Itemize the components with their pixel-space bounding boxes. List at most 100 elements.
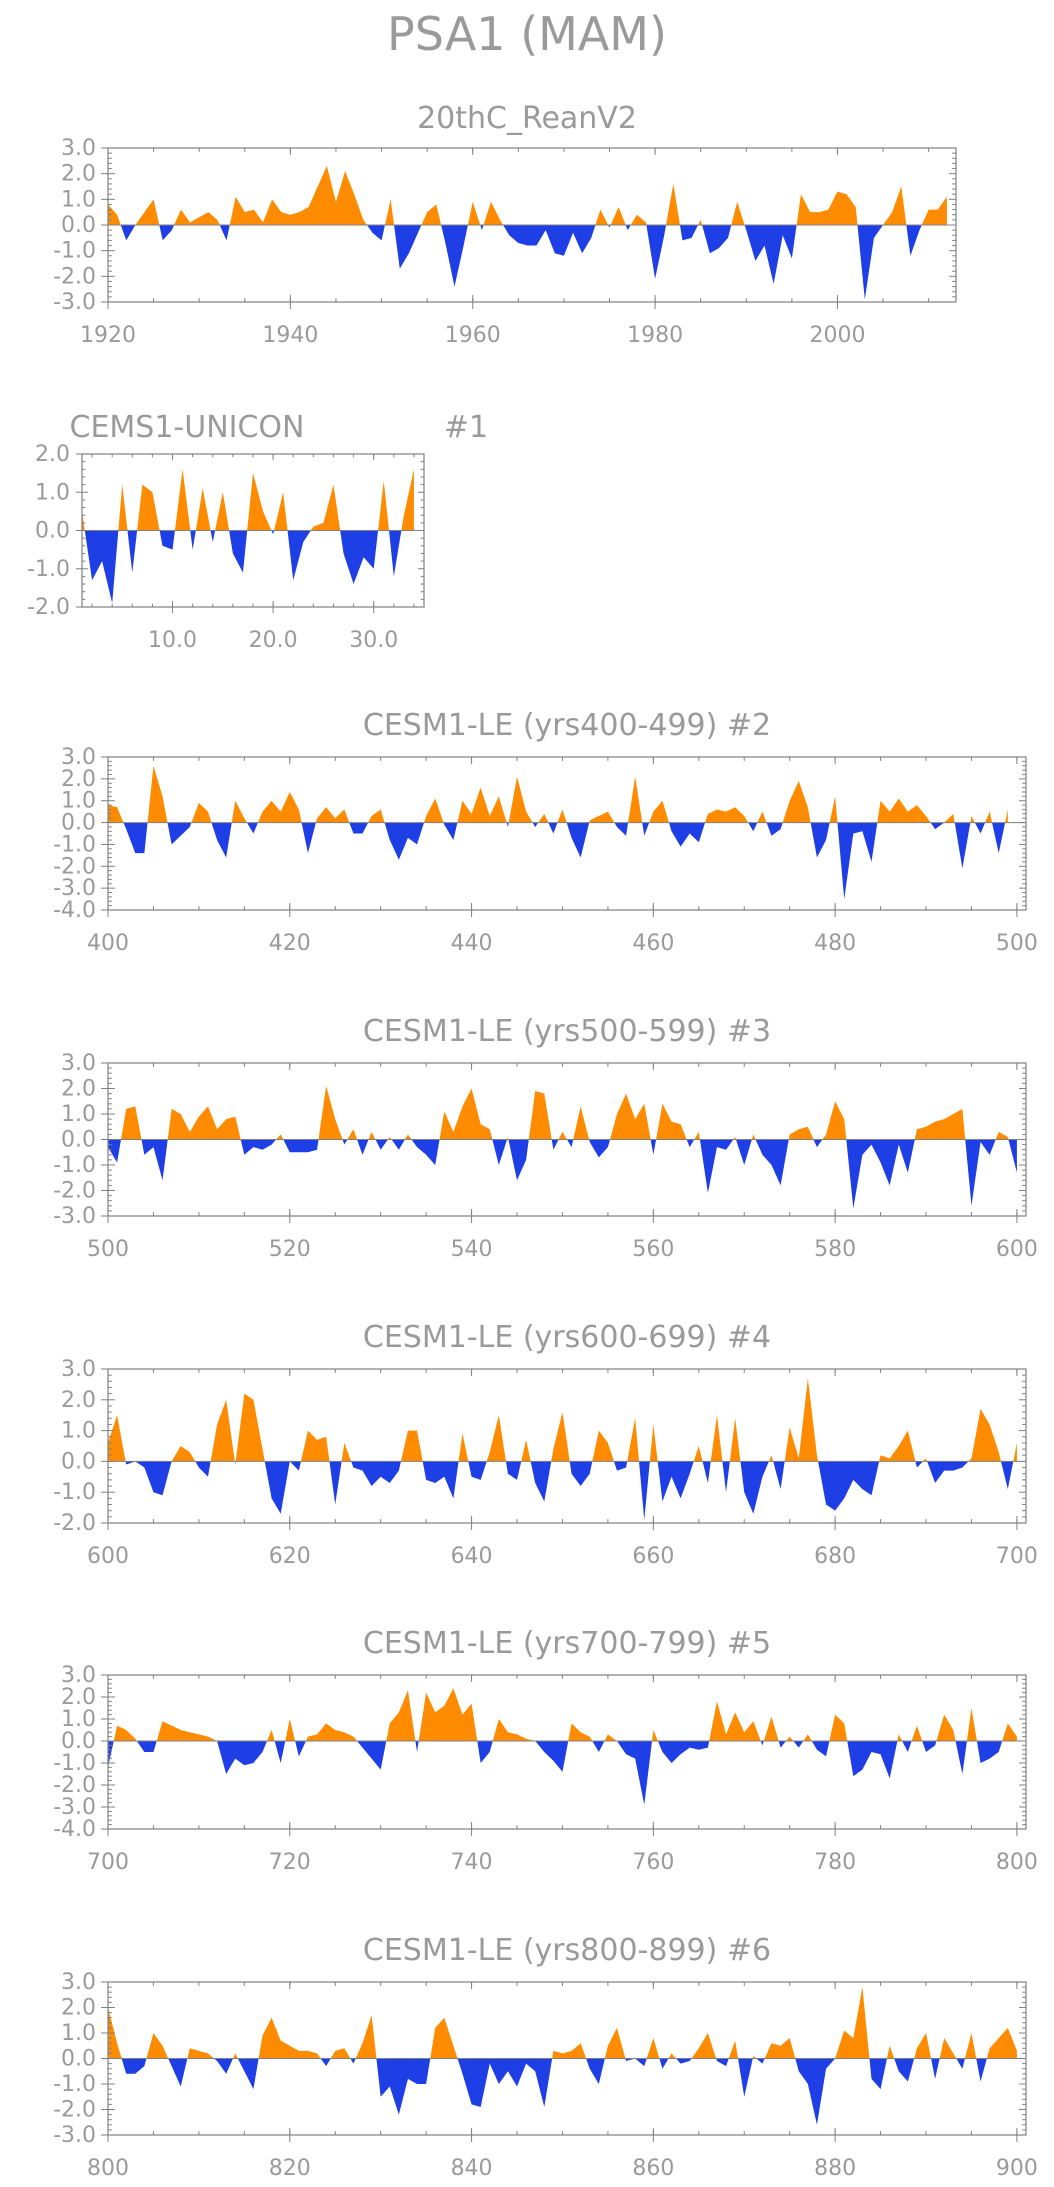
panel-title: 20thC_ReanV2 [417,101,637,136]
y-tick-label: 1.0 [61,1419,96,1444]
panel-3: CESM1-LE (yrs400-499) #2 3.02.01.00.0-1.0… [53,708,1038,956]
y-tick-label: -3.0 [53,1795,96,1820]
negative-anomaly-area [82,530,414,604]
series-areas [82,469,414,604]
x-tick-label: 600 [87,1544,129,1569]
panel-title: CESM1-LE (yrs800-899) #6 [363,1933,771,1968]
x-tick-label: 880 [814,2156,856,2181]
panel-5: CESM1-LE (yrs600-699) #4 3.0 2.0 1.0 0.0 -1.0… [53,1320,1038,1569]
x-tick-label: 20.0 [249,628,298,653]
x-tick-label: 400 [87,931,129,956]
y-tick-label: 2.0 [35,442,70,467]
y-tick-label: -1.0 [53,2072,96,2097]
y-tick-label: 0.0 [61,1128,96,1153]
y-tick-label: 3.0 [61,136,96,161]
y-tick-label: -3.0 [53,876,96,901]
y-tick-label: 0.0 [35,519,70,544]
x-tick-label: 500 [87,1237,129,1262]
x-tick-label: 420 [269,931,311,956]
y-tick-label: -3.0 [53,1204,96,1229]
x-tick-label: 580 [814,1237,856,1262]
y-tick-label: 0.0 [61,213,96,238]
y-tick-label: 0.0 [61,811,96,836]
x-tick-label: 520 [269,1237,311,1262]
y-tick-label: 1.0 [61,1102,96,1127]
x-tick-label: 440 [451,931,493,956]
y-tick-label: -1.0 [27,557,70,582]
y-tick-label: -1.0 [53,1480,96,1505]
y-tick-label: 1.0 [61,789,96,814]
y-tick-label: 1.0 [61,187,96,212]
x-tick-label: 500 [996,931,1038,956]
y-tick-label: -3.0 [53,2123,96,2148]
y-tick-label: -2.0 [53,264,96,289]
negative-anomaly-area [108,1741,1017,1805]
y-tick-label: -2.0 [53,854,96,879]
x-tick-label: 480 [814,931,856,956]
x-tick-label: 700 [996,1544,1038,1569]
y-tick-label: -2.0 [53,2098,96,2123]
y-tick-label: -3.0 [53,290,96,315]
negative-anomaly-area [123,822,1006,900]
y-tick-label: -4.0 [53,898,96,923]
y-tick-label: 0.0 [61,2047,96,2072]
y-tick-label: 1.0 [35,480,70,505]
positive-anomaly-area [108,1085,1017,1140]
positive-anomaly-area [108,1987,1017,2059]
y-tick-label: 0.0 [61,1449,96,1474]
x-tick-label: 30.0 [349,628,398,653]
x-tick-label: 820 [269,2156,311,2181]
x-tick-label: 640 [451,1544,493,1569]
x-tick-label: 680 [814,1544,856,1569]
y-tick-label: -1.0 [53,239,96,264]
plot-frame [107,1674,1027,1830]
x-tick-label: 560 [632,1237,674,1262]
x-tick-label: 10.0 [148,628,197,653]
x-tick-label: 1980 [627,323,683,348]
panel-title: CESM1-LE (yrs600-699) #4 [363,1320,771,1355]
y-tick-label: 1.0 [61,2021,96,2046]
x-tick-label: 700 [87,1850,129,1875]
x-tick-label: 620 [269,1544,311,1569]
panel-6: CESM1-LE (yrs700-799) #5 3.02.01.00.0-1.0… [53,1626,1038,1875]
panel-2: CEMS1-UNICON #1 2.0 1.0 0.0 -1.0 -2.0 10.0 20.0 3… [27,410,488,653]
y-tick-label: 2.0 [61,1685,96,1710]
y-tick-label: -1.0 [53,832,96,857]
member-label: #1 [444,410,488,445]
x-tick-label: 460 [632,931,674,956]
x-tick-label: 1920 [80,323,136,348]
y-tick-label: 3.0 [61,745,96,770]
y-tick-label: 3.0 [61,1357,96,1382]
y-tick-label: 1.0 [61,1707,96,1732]
negative-anomaly-area [108,225,947,300]
x-tick-label: 800 [996,1850,1038,1875]
series-areas [108,765,1008,900]
positive-anomaly-area [82,469,414,531]
plot-frame [107,756,1027,911]
y-tick-label: 2.0 [61,162,96,187]
x-tick-label: 900 [996,2156,1038,2181]
y-tick-label: 2.0 [61,767,96,792]
y-tick-label: -2.0 [53,1773,96,1798]
x-tick-label: 780 [814,1850,856,1875]
panel-7: CESM1-LE (yrs800-899) #6 3.02.01.00.0-1.0… [53,1933,1038,2181]
panel-4: CESM1-LE (yrs500-599) #3 3.02.01.00.0-1.0… [53,1014,1038,1262]
y-tick-label: -2.0 [53,1179,96,1204]
plot-frame [107,1368,1027,1524]
x-tick-label: 600 [996,1237,1038,1262]
positive-anomaly-area [108,1378,1017,1462]
x-tick-label: 720 [269,1850,311,1875]
x-tick-label: 540 [451,1237,493,1262]
y-tick-label: -2.0 [53,1511,96,1536]
panels: 20thC_ReanV23.02.01.00.0-1.0-2.0-3.01920… [27,101,1038,2181]
figure-title: PSA1 (MAM) [387,7,667,61]
x-tick-label: 860 [632,2156,674,2181]
x-tick-label: 2000 [809,323,865,348]
panel-title: CESM1-LE (yrs700-799) #5 [363,1626,771,1661]
y-tick-label: 0.0 [61,1729,96,1754]
y-tick-label: 3.0 [61,1663,96,1688]
panel-title: CEMS1-UNICON [70,410,305,445]
series-areas [108,1085,1017,1209]
y-tick-label: 2.0 [61,1996,96,2021]
